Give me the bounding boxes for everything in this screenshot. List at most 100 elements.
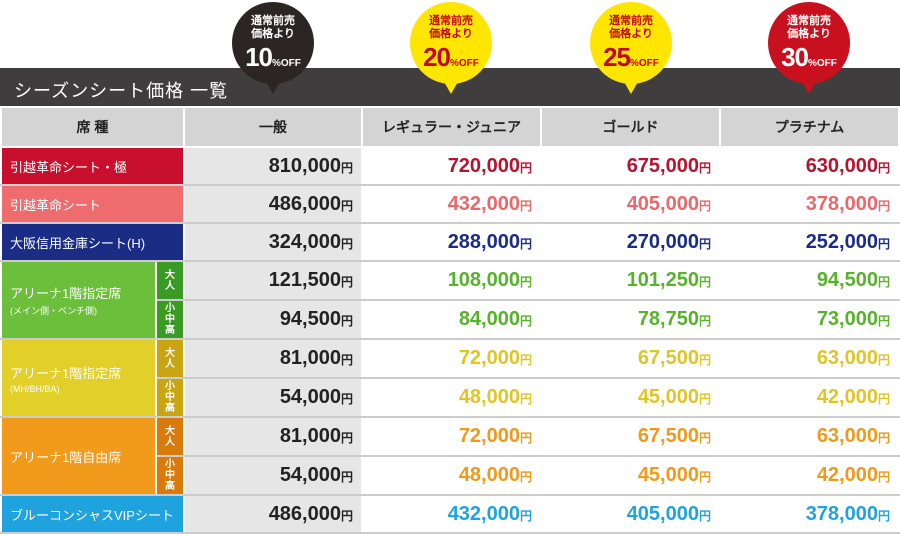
age-group-label: 大人 — [155, 416, 185, 457]
price-value: 324,000 — [268, 230, 341, 253]
age-group-label: 小中高 — [155, 299, 185, 340]
price-value: 94,500 — [816, 269, 878, 291]
price-general: 81,000円 — [183, 416, 363, 457]
price-value: 54,000 — [279, 464, 341, 486]
price-gold: 101,250円 — [540, 260, 721, 301]
price-platinum: 42,000円 — [719, 377, 900, 418]
seat-category-sub: (MH/BH/BA) — [10, 383, 60, 394]
price-general: 81,000円 — [183, 338, 363, 379]
yen-unit: 円 — [519, 353, 532, 367]
price-regular: 84,000円 — [361, 299, 542, 340]
yen-unit: 円 — [877, 275, 890, 289]
seat-category-name: 引越革命シート — [10, 197, 102, 213]
price-platinum: 63,000円 — [719, 416, 900, 457]
yen-unit: 円 — [698, 275, 711, 289]
price-value: 48,000 — [458, 464, 520, 486]
badge-caption-line1: 通常前売 — [787, 15, 831, 27]
price-value: 84,000 — [458, 308, 520, 330]
seat-category-label: ブルーコンシャスVIPシート — [0, 494, 185, 534]
price-platinum: 378,000円 — [719, 494, 900, 534]
badge-percent-unit: % — [450, 58, 459, 69]
badge-off: OFF — [638, 58, 659, 69]
price-general: 94,500円 — [183, 299, 363, 340]
seat-category-sub: (メイン側・ベンチ側) — [10, 306, 97, 316]
yen-unit: 円 — [519, 198, 532, 213]
yen-unit: 円 — [519, 236, 532, 251]
age-group-char: 人 — [165, 436, 175, 448]
badge-off: OFF — [816, 58, 837, 69]
price-value: 270,000 — [626, 230, 699, 253]
price-value: 288,000 — [447, 230, 520, 253]
badge-percent-unit: % — [808, 58, 817, 69]
badge-caption-line2: 価格より — [609, 28, 653, 40]
yen-unit: 円 — [519, 508, 532, 523]
price-platinum: 94,500円 — [719, 260, 900, 301]
price-value: 432,000 — [447, 502, 520, 525]
price-platinum: 252,000円 — [719, 222, 900, 262]
price-regular: 432,000円 — [361, 494, 542, 534]
price-value: 675,000 — [626, 154, 699, 177]
yen-unit: 円 — [340, 275, 353, 289]
table-row: 引越革命シート・極 810,000円 720,000円 675,000円 630,000… — [0, 146, 900, 186]
table-row: 小中高 94,500円 84,000円 78,750円 73,000円 — [1, 299, 900, 340]
age-group-char: 小 — [165, 381, 175, 392]
age-group-label: 大人 — [155, 260, 185, 301]
yen-unit: 円 — [698, 160, 711, 175]
table-row: 小中高 54,000円 48,000円 45,000円 42,000円 — [1, 377, 900, 418]
price-regular: 288,000円 — [361, 222, 542, 262]
price-value: 720,000 — [447, 154, 520, 177]
yen-unit: 円 — [340, 392, 353, 406]
badge-caption: 通常前売 価格より — [590, 15, 672, 41]
badge-caption: 通常前売 価格より — [232, 15, 314, 41]
table-row: 小中高 54,000円 48,000円 45,000円 42,000円 — [1, 455, 900, 496]
price-table: 席 種 一般 レギュラー・ジュニア ゴールド プラチナム 引越革命シート・極 81… — [0, 106, 900, 534]
badge-off: OFF — [458, 58, 479, 69]
price-table-body: 引越革命シート・極 810,000円 720,000円 675,000円 630,000… — [0, 146, 900, 534]
age-group-char: 高 — [165, 481, 175, 492]
price-platinum: 42,000円 — [719, 455, 900, 496]
seat-category-name: 大阪信用金庫シート(H) — [10, 235, 146, 251]
price-value: 378,000 — [805, 502, 878, 525]
seat-category-label: アリーナ1階指定席 (MH/BH/BA) — [0, 338, 157, 418]
price-value: 121,500 — [268, 269, 341, 291]
seat-category-name: アリーナ1階指定席 — [10, 286, 122, 301]
price-gold: 67,500円 — [540, 338, 721, 379]
badge-caption-line2: 価格より — [787, 28, 831, 40]
discount-badge-10: 通常前売 価格より 10%OFF — [232, 2, 314, 94]
seat-category-name: アリーナ1階指定席 — [10, 365, 122, 381]
price-regular: 108,000円 — [361, 260, 542, 301]
price-value: 67,500 — [637, 347, 699, 369]
discount-badge-20: 通常前売 価格より 20%OFF — [410, 2, 492, 94]
price-value: 378,000 — [805, 192, 878, 215]
seat-category-label: アリーナ1階自由席 — [0, 416, 157, 496]
header-seat: 席 種 — [0, 106, 185, 148]
price-regular: 720,000円 — [361, 146, 542, 186]
yen-unit: 円 — [340, 236, 353, 251]
badge-caption: 通常前売 価格より — [768, 15, 850, 41]
price-gold: 405,000円 — [540, 184, 721, 224]
price-gold: 405,000円 — [540, 494, 721, 534]
age-group-char: 高 — [165, 403, 175, 414]
price-value: 486,000 — [268, 192, 341, 215]
header-platinum: プラチナム — [719, 106, 900, 148]
price-value: 94,500 — [279, 308, 341, 330]
yen-unit: 円 — [340, 314, 353, 328]
badge-off: OFF — [280, 58, 301, 69]
price-regular: 72,000円 — [361, 416, 542, 457]
yen-unit: 円 — [340, 508, 353, 523]
yen-unit: 円 — [698, 508, 711, 523]
badge-caption-line2: 価格より — [429, 28, 473, 40]
yen-unit: 円 — [698, 353, 711, 367]
yen-unit: 円 — [340, 470, 353, 484]
yen-unit: 円 — [340, 198, 353, 213]
price-regular: 72,000円 — [361, 338, 542, 379]
age-group-char: 中 — [165, 314, 175, 325]
yen-unit: 円 — [877, 353, 890, 367]
price-value: 81,000 — [279, 425, 341, 447]
price-value: 42,000 — [816, 386, 878, 408]
age-group-label: 小中高 — [155, 377, 185, 418]
price-value: 405,000 — [626, 502, 699, 525]
table-row: アリーナ1階自由席大人 81,000円 72,000円 67,500円 63,000円 — [0, 416, 900, 496]
price-platinum: 630,000円 — [719, 146, 900, 186]
